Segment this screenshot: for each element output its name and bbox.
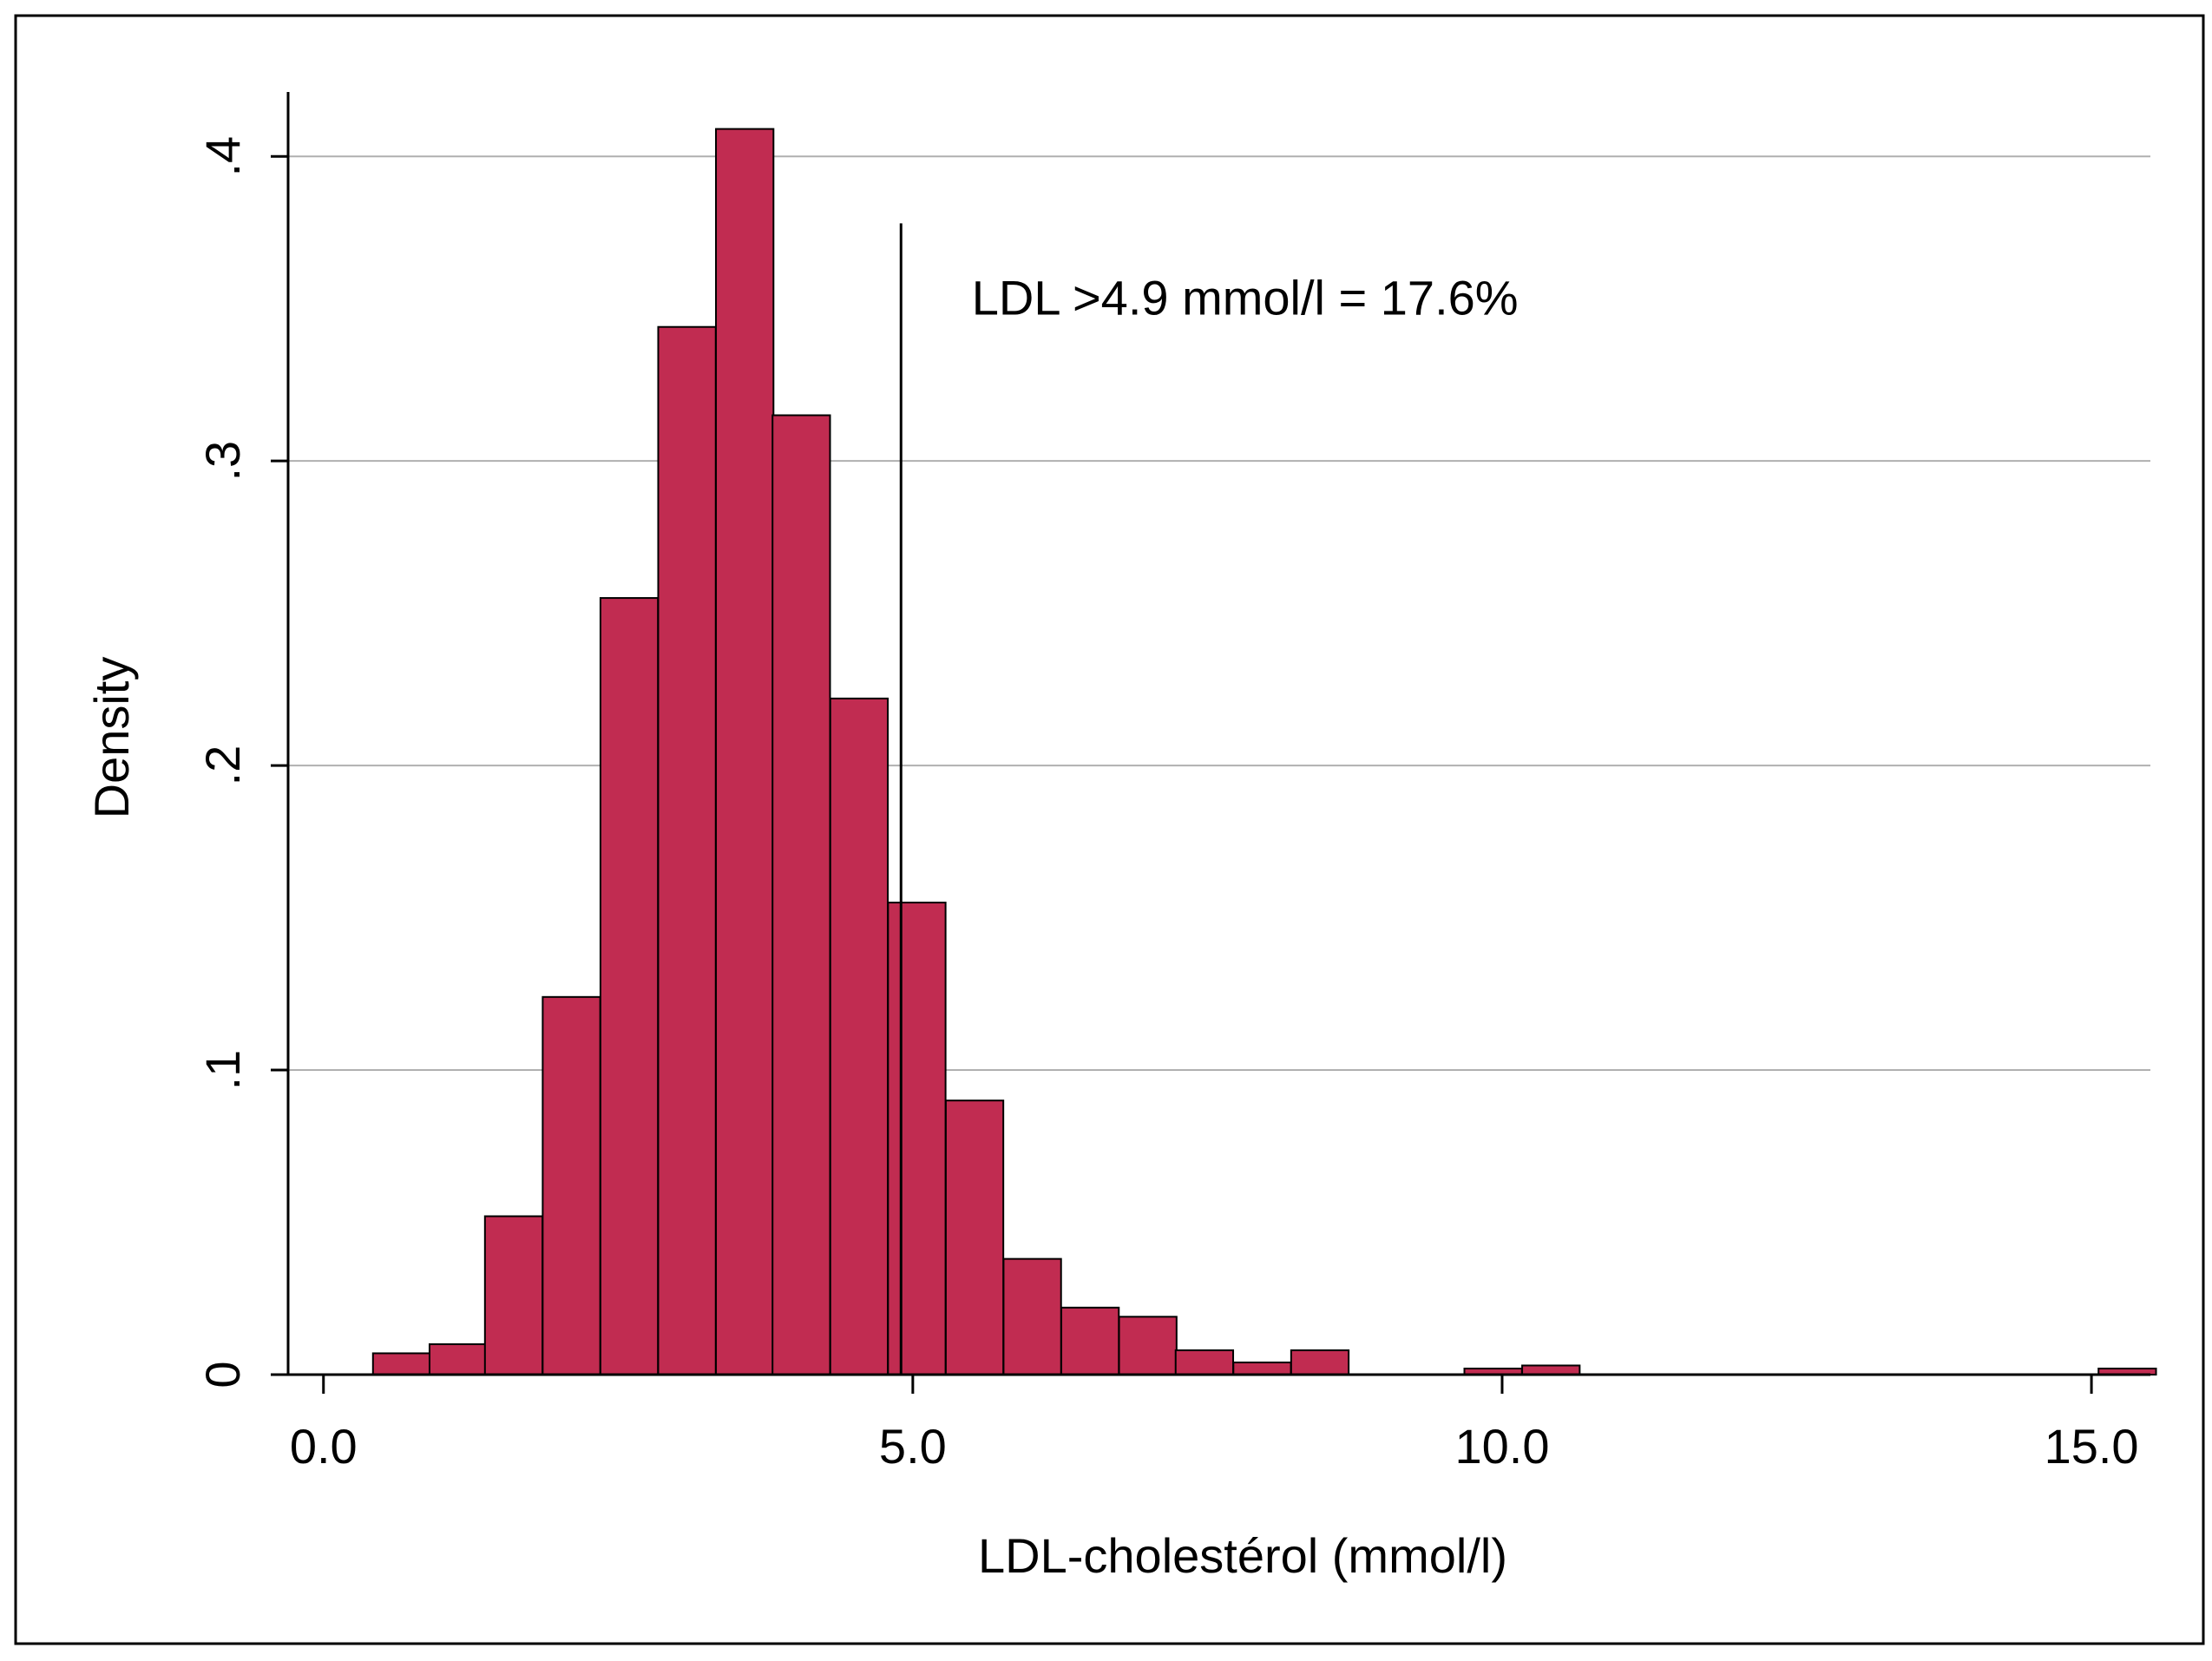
y-tick-label: 0: [195, 1361, 250, 1388]
histogram-bar: [1060, 1306, 1120, 1376]
outer-frame: [14, 14, 2205, 1645]
annotation: LDL >4.9 mmol/l = 17.6%: [972, 271, 1519, 325]
x-tick-label: 10.0: [1454, 1419, 1549, 1474]
histogram-bar: [542, 995, 601, 1376]
y-tick-label: .3: [195, 441, 250, 482]
histogram-bar: [599, 597, 660, 1375]
x-tick-label: 5.0: [879, 1419, 947, 1474]
y-axis-ticks: 0 .1 .2 .3 .4: [195, 136, 288, 1389]
x-tick-label: 0.0: [290, 1419, 358, 1474]
gridlines: [288, 155, 2150, 1072]
y-axis-label: Density: [84, 657, 139, 819]
x-axis-ticks: 0.0 5.0 10.0 15.0: [290, 1375, 2139, 1474]
histogram-bar: [1521, 1364, 1581, 1376]
histogram-bar: [829, 697, 889, 1375]
histogram-bar: [887, 902, 947, 1375]
y-tick-label: .2: [195, 745, 250, 786]
y-tick-label: .1: [195, 1050, 250, 1091]
histogram-bar: [944, 1100, 1005, 1375]
histogram-bar: [657, 325, 717, 1376]
histogram-bar: [771, 414, 831, 1375]
histogram-bar: [1290, 1349, 1350, 1376]
histogram-bar: [483, 1215, 544, 1375]
histogram-bar: [371, 1352, 432, 1376]
x-tick-label: 15.0: [2045, 1419, 2139, 1474]
histogram-bars: [371, 128, 2157, 1376]
histogram-bar: [1174, 1349, 1235, 1376]
histogram-bar: [428, 1343, 489, 1376]
histogram-bar: [1118, 1316, 1178, 1376]
x-axis-label: LDL-cholestérol (mmol/l): [978, 1528, 1507, 1583]
histogram-bar: [1002, 1257, 1062, 1375]
histogram-bar: [1232, 1361, 1292, 1376]
histogram-bar: [715, 128, 775, 1376]
axes: [286, 92, 2150, 1376]
y-tick-label: .4: [195, 136, 250, 177]
